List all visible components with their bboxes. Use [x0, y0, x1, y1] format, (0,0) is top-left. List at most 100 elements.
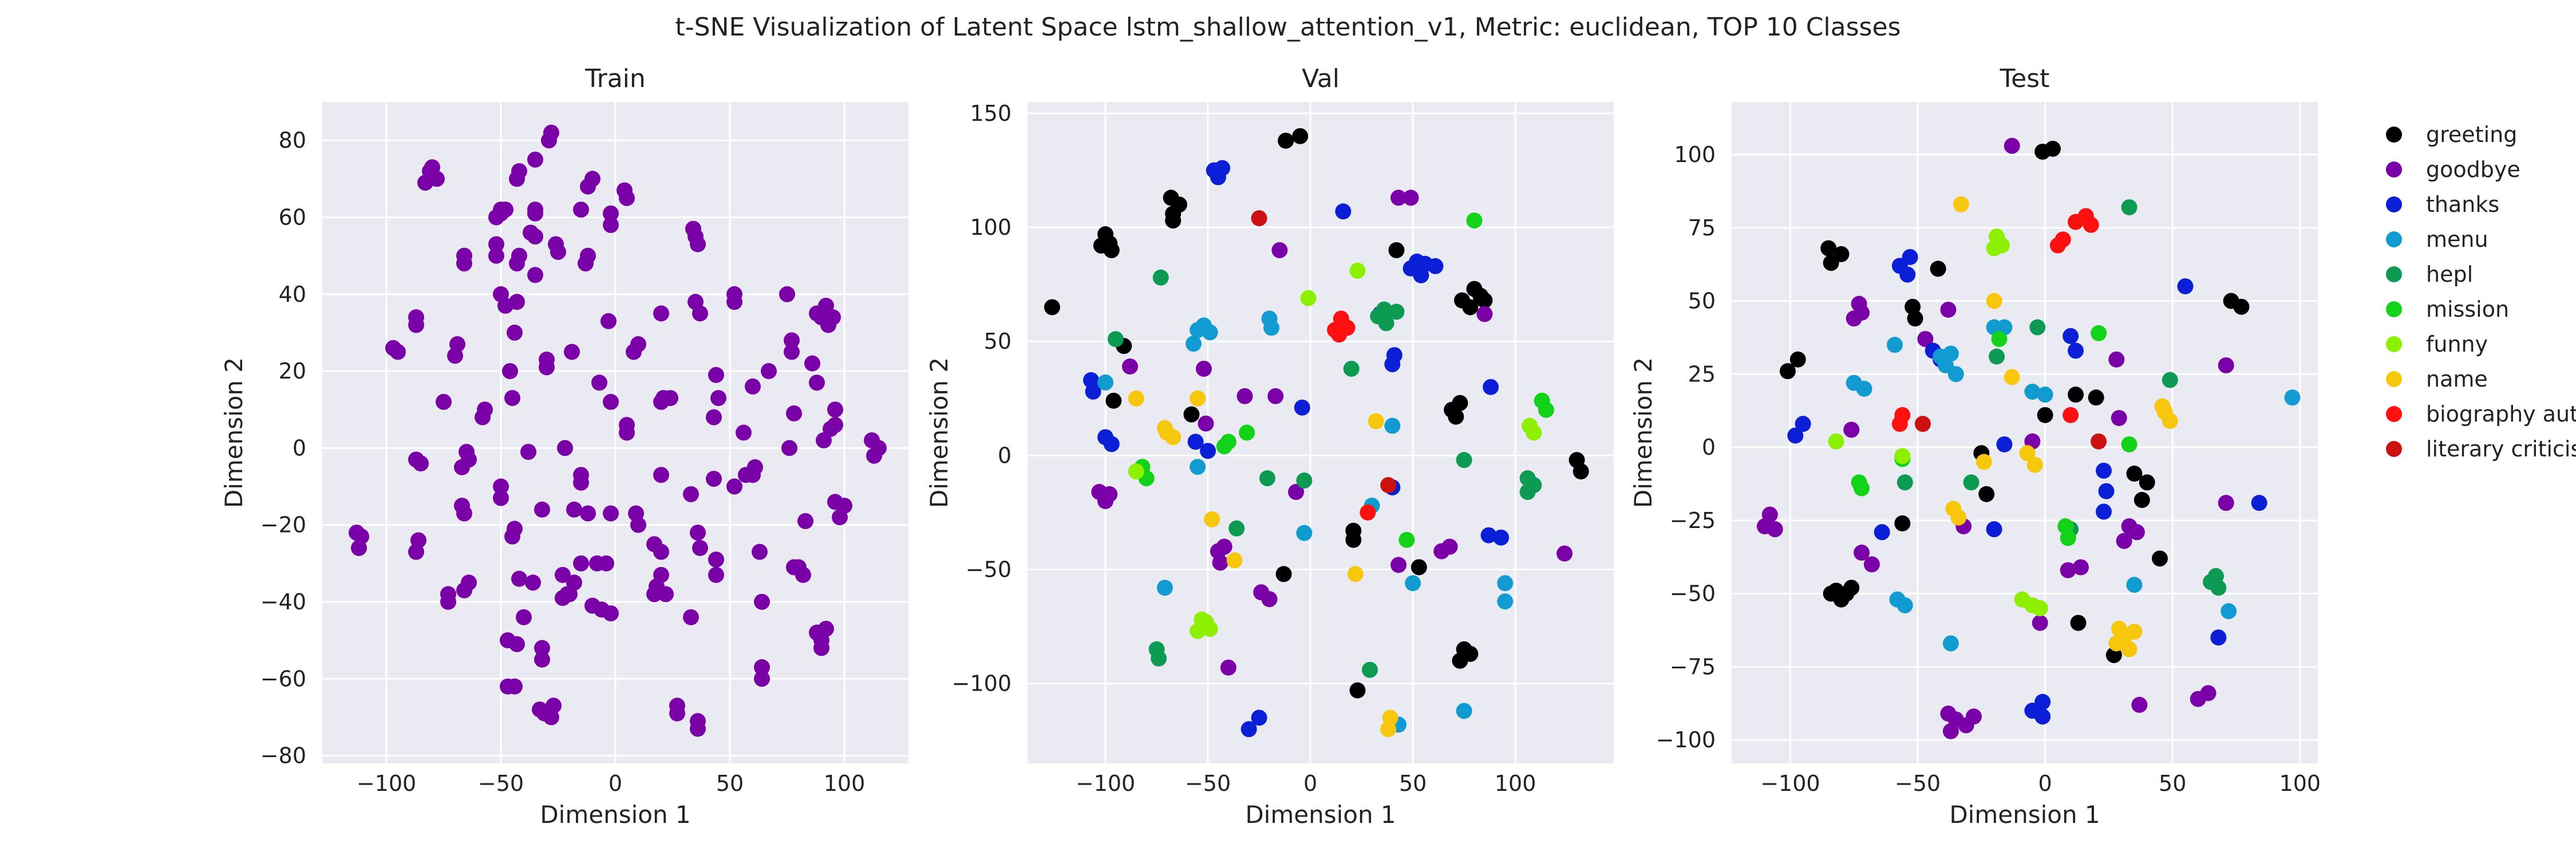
y-tick-label: 25 — [1688, 361, 1716, 387]
data-point — [1917, 330, 1934, 347]
data-point — [1856, 380, 1872, 397]
data-point — [497, 297, 513, 314]
data-point — [2096, 462, 2112, 479]
legend-item: name — [2386, 367, 2488, 392]
data-point — [1275, 566, 1292, 582]
data-point — [1573, 463, 1589, 480]
data-point — [836, 498, 852, 514]
data-point — [1156, 580, 1173, 596]
data-point — [1472, 287, 1489, 304]
data-point — [1288, 484, 1305, 501]
data-point — [2162, 372, 2178, 388]
data-point — [827, 401, 843, 418]
data-point — [1294, 399, 1310, 416]
y-axis-label: Dimension 2 — [220, 357, 248, 508]
data-point — [1101, 235, 1118, 251]
legend-item: menu — [2386, 227, 2488, 252]
legend-label: thanks — [2426, 192, 2499, 217]
data-point — [2154, 398, 2171, 415]
legend-label: menu — [2426, 227, 2488, 252]
data-point — [2034, 708, 2051, 725]
data-point — [1833, 591, 1850, 608]
data-point — [1483, 379, 1499, 395]
data-point — [2034, 693, 2051, 710]
data-point — [1989, 348, 2005, 365]
data-point — [1480, 527, 1497, 543]
data-point — [692, 305, 708, 322]
data-point — [1380, 721, 1397, 738]
y-tick-label: 60 — [279, 204, 306, 230]
data-point — [1171, 196, 1187, 213]
data-point — [1226, 552, 1243, 569]
y-tick-label: −20 — [260, 513, 306, 538]
data-point — [1349, 262, 1366, 279]
data-point — [502, 363, 518, 380]
data-point — [1085, 383, 1101, 400]
data-point — [516, 609, 532, 625]
data-point — [1378, 315, 1394, 332]
data-point — [2083, 216, 2099, 233]
data-point — [488, 236, 504, 253]
data-point — [2029, 319, 2046, 336]
data-point — [1894, 515, 1911, 531]
data-point — [1097, 492, 1114, 509]
data-point — [1361, 661, 1378, 678]
data-point — [1940, 301, 1957, 318]
data-point — [1854, 545, 1870, 561]
data-point — [2063, 328, 2079, 344]
data-point — [1462, 299, 1479, 316]
data-point — [784, 344, 800, 360]
data-point — [646, 586, 662, 602]
legend-item: funny — [2386, 332, 2488, 357]
data-point — [1556, 545, 1573, 562]
data-point — [2063, 407, 2079, 423]
data-point — [690, 720, 706, 737]
data-point — [1107, 331, 1124, 348]
data-point — [598, 555, 614, 572]
data-point — [1296, 525, 1313, 541]
y-tick-label: 0 — [1702, 435, 1716, 460]
legend-marker — [2386, 127, 2402, 143]
x-tick-label: −100 — [1760, 771, 1820, 796]
data-point — [1833, 246, 1850, 262]
data-point — [1854, 480, 1870, 497]
x-tick-label: −50 — [1895, 771, 1941, 796]
data-point — [2060, 530, 2076, 546]
y-tick-label: −60 — [260, 666, 306, 691]
y-axis-label: Dimension 2 — [1629, 357, 1657, 508]
data-point — [2088, 389, 2104, 406]
data-point — [2218, 495, 2234, 511]
data-point — [1902, 249, 1918, 265]
data-point — [1476, 306, 1493, 322]
subplot-val: −100 −50 0 50 100 −100 −50 0 50 100 150 Val Dimensio… — [925, 64, 1614, 829]
legend-marker — [2386, 266, 2402, 282]
data-point — [2128, 524, 2145, 541]
data-point — [2032, 614, 2048, 631]
x-tick-label: 50 — [1399, 771, 1427, 796]
data-point — [440, 593, 456, 610]
data-point — [1456, 452, 1472, 468]
y-tick-label: −50 — [1670, 581, 1716, 606]
data-point — [603, 505, 619, 522]
data-point — [2126, 466, 2143, 482]
x-tick-label: 100 — [1495, 771, 1536, 796]
legend-marker — [2386, 371, 2402, 387]
data-point — [708, 566, 724, 583]
data-point — [493, 490, 509, 506]
data-point — [525, 574, 541, 591]
data-point — [1278, 132, 1294, 149]
data-point — [690, 525, 706, 541]
data-point — [1894, 407, 1911, 423]
data-point — [436, 393, 452, 410]
legend-marker — [2386, 406, 2402, 422]
data-point — [1376, 301, 1392, 318]
data-point — [454, 459, 470, 475]
data-point — [541, 132, 557, 149]
data-point — [2126, 624, 2143, 640]
data-point — [520, 444, 536, 460]
data-point — [653, 543, 669, 560]
data-point — [1452, 652, 1468, 669]
data-point — [1271, 242, 1288, 258]
data-point — [573, 555, 589, 572]
data-point — [1200, 443, 1216, 459]
